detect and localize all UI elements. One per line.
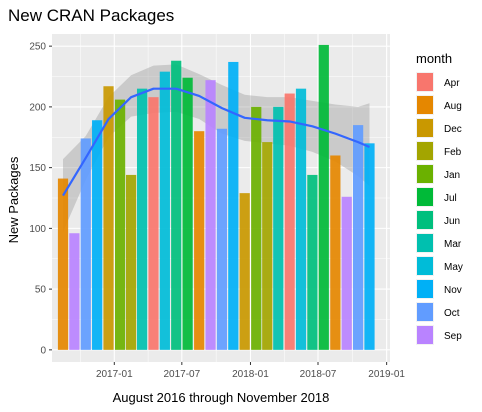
y-tick-label: 100 [29, 224, 46, 235]
legend-label-sep: Sep [444, 331, 462, 342]
bar-2016-12 [103, 86, 114, 350]
legend-label-jan: Jan [444, 170, 460, 181]
x-tick-label: 2018-07 [300, 369, 337, 380]
bar-2018-01 [251, 106, 262, 350]
bar-2016-10 [80, 138, 91, 350]
x-tick-label: 2017-07 [163, 369, 200, 380]
bar-2017-08 [194, 131, 205, 350]
smooth-line [62, 87, 370, 197]
bar-2017-05 [159, 71, 170, 350]
y-axis-title: New Packages [6, 156, 21, 243]
legend-label-oct: Oct [444, 308, 460, 319]
y-tick-label: 150 [29, 163, 46, 174]
bar-2018-02 [262, 142, 273, 350]
legend-label-jun: Jun [444, 216, 460, 227]
bar-2018-04 [284, 93, 295, 350]
bar-2017-11 [228, 61, 239, 350]
y-axis: 0 50 100 150 200 250 [29, 42, 52, 356]
y-tick-label: 0 [40, 345, 46, 356]
x-tick-label: 2019-01 [368, 369, 405, 380]
legend-swatch-jan [417, 165, 433, 183]
legend: month Apr Aug Dec Feb Jan Jul Jun Mar May Nov Oct S… [416, 51, 463, 345]
legend-label-dec: Dec [444, 124, 462, 135]
legend-label-apr: Apr [444, 78, 460, 89]
bar-2016-11 [92, 120, 103, 350]
legend-swatch-feb [417, 142, 433, 160]
x-tick-label: 2017-01 [96, 369, 133, 380]
legend-swatch-jun [417, 211, 433, 229]
bar-2018-08 [330, 155, 341, 350]
legend-swatch-may [417, 257, 433, 275]
bar-2017-04 [148, 97, 159, 350]
bar-2017-03 [136, 88, 148, 350]
bar-2017-01 [114, 99, 126, 350]
legend-swatch-nov [417, 280, 433, 298]
bar-2018-03 [273, 106, 284, 350]
legend-label-mar: Mar [444, 239, 462, 250]
bar-2018-09 [341, 196, 352, 350]
legend-swatch-dec [417, 119, 433, 137]
bar-2017-07 [182, 77, 193, 350]
legend-label-jul: Jul [444, 193, 457, 204]
x-axis-title: August 2016 through November 2018 [113, 390, 330, 405]
bar-2018-11 [364, 143, 375, 350]
bar-2018-05 [295, 88, 307, 350]
legend-label-feb: Feb [444, 147, 462, 158]
y-tick-label: 250 [29, 42, 46, 53]
legend-label-may: May [444, 262, 463, 273]
y-tick-label: 200 [29, 102, 46, 113]
legend-swatch-sep [417, 326, 433, 344]
x-tick-label: 2018-01 [232, 369, 269, 380]
smooth-line-layer [62, 87, 370, 197]
legend-swatch-oct [417, 303, 433, 321]
bar-2017-10 [216, 128, 228, 350]
bar-2017-02 [125, 174, 137, 350]
bar-2018-07 [318, 44, 329, 350]
bar-2017-06 [171, 60, 182, 350]
y-tick-label: 50 [35, 285, 47, 296]
legend-swatch-mar [417, 234, 433, 252]
x-axis: 2017-01 2017-07 2018-01 2018-07 2019-01 [96, 362, 405, 380]
legend-label-aug: Aug [444, 101, 462, 112]
bar-2018-10 [352, 125, 364, 350]
bar-2018-06 [307, 174, 318, 350]
bar-2016-08 [57, 178, 69, 350]
bar-2017-12 [239, 193, 250, 350]
bars-layer [57, 44, 375, 350]
chart-title: New CRAN Packages [8, 6, 174, 25]
legend-swatch-jul [417, 188, 433, 206]
bar-2016-09 [69, 233, 80, 350]
legend-label-nov: Nov [444, 285, 462, 296]
bar-2017-09 [205, 80, 216, 350]
legend-swatch-apr [417, 73, 433, 91]
legend-title: month [416, 51, 452, 66]
legend-swatch-aug [417, 96, 433, 114]
